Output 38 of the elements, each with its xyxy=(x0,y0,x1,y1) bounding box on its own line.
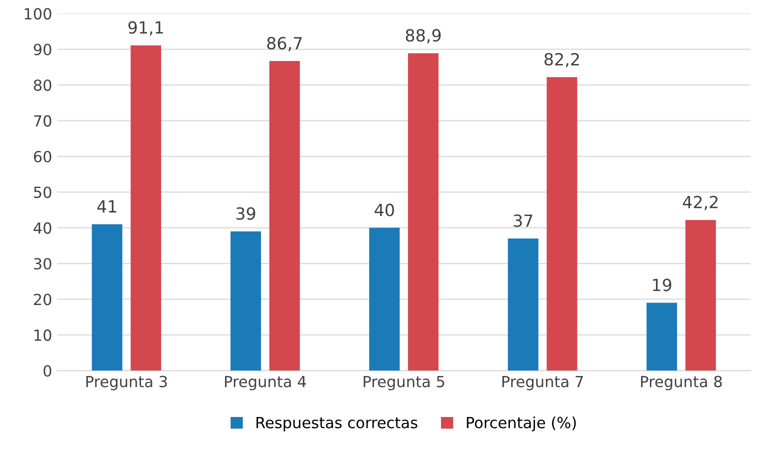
data-label: 91,1 xyxy=(128,21,163,36)
x-tick-label: Pregunta 8 xyxy=(641,376,722,390)
x-tick-label: Pregunta 7 xyxy=(502,376,583,390)
bar xyxy=(408,53,439,371)
legend-label: Respuestas correctas xyxy=(256,416,418,432)
bar xyxy=(269,61,300,371)
y-tick-label: 40 xyxy=(34,222,52,234)
y-tick-label: 70 xyxy=(34,115,52,127)
y-tick-label: 30 xyxy=(34,258,52,270)
data-label: 42,2 xyxy=(682,196,718,210)
data-label: 37 xyxy=(514,214,532,227)
y-tick-label: 50 xyxy=(34,186,52,198)
y-tick-label: 80 xyxy=(34,79,52,91)
bar xyxy=(369,228,400,371)
bar xyxy=(92,224,122,371)
bar xyxy=(546,77,578,371)
y-tick-label: 60 xyxy=(34,150,52,162)
y-tick-label: 10 xyxy=(34,329,52,341)
bar xyxy=(508,238,538,371)
bar xyxy=(646,302,678,371)
bar xyxy=(130,45,162,371)
bar xyxy=(230,231,262,371)
data-label: 19 xyxy=(653,278,672,292)
bar xyxy=(685,220,716,371)
legend-label: Porcentaje (%) xyxy=(466,416,576,432)
data-label: 40 xyxy=(374,204,394,216)
x-tick-label: Pregunta 4 xyxy=(225,376,306,390)
data-label: 88,9 xyxy=(406,29,441,44)
y-tick-label: 0 xyxy=(44,365,52,377)
y-tick-label: 20 xyxy=(34,294,52,306)
x-tick-label: Pregunta 3 xyxy=(86,376,167,390)
data-label: 39 xyxy=(236,207,256,220)
data-label: 86,7 xyxy=(267,36,302,52)
y-tick-label: 90 xyxy=(34,44,52,56)
y-tick-label: 100 xyxy=(24,8,52,20)
data-label: 41 xyxy=(97,200,116,212)
data-label: 82,2 xyxy=(544,52,579,68)
x-tick-label: Pregunta 5 xyxy=(364,376,444,390)
